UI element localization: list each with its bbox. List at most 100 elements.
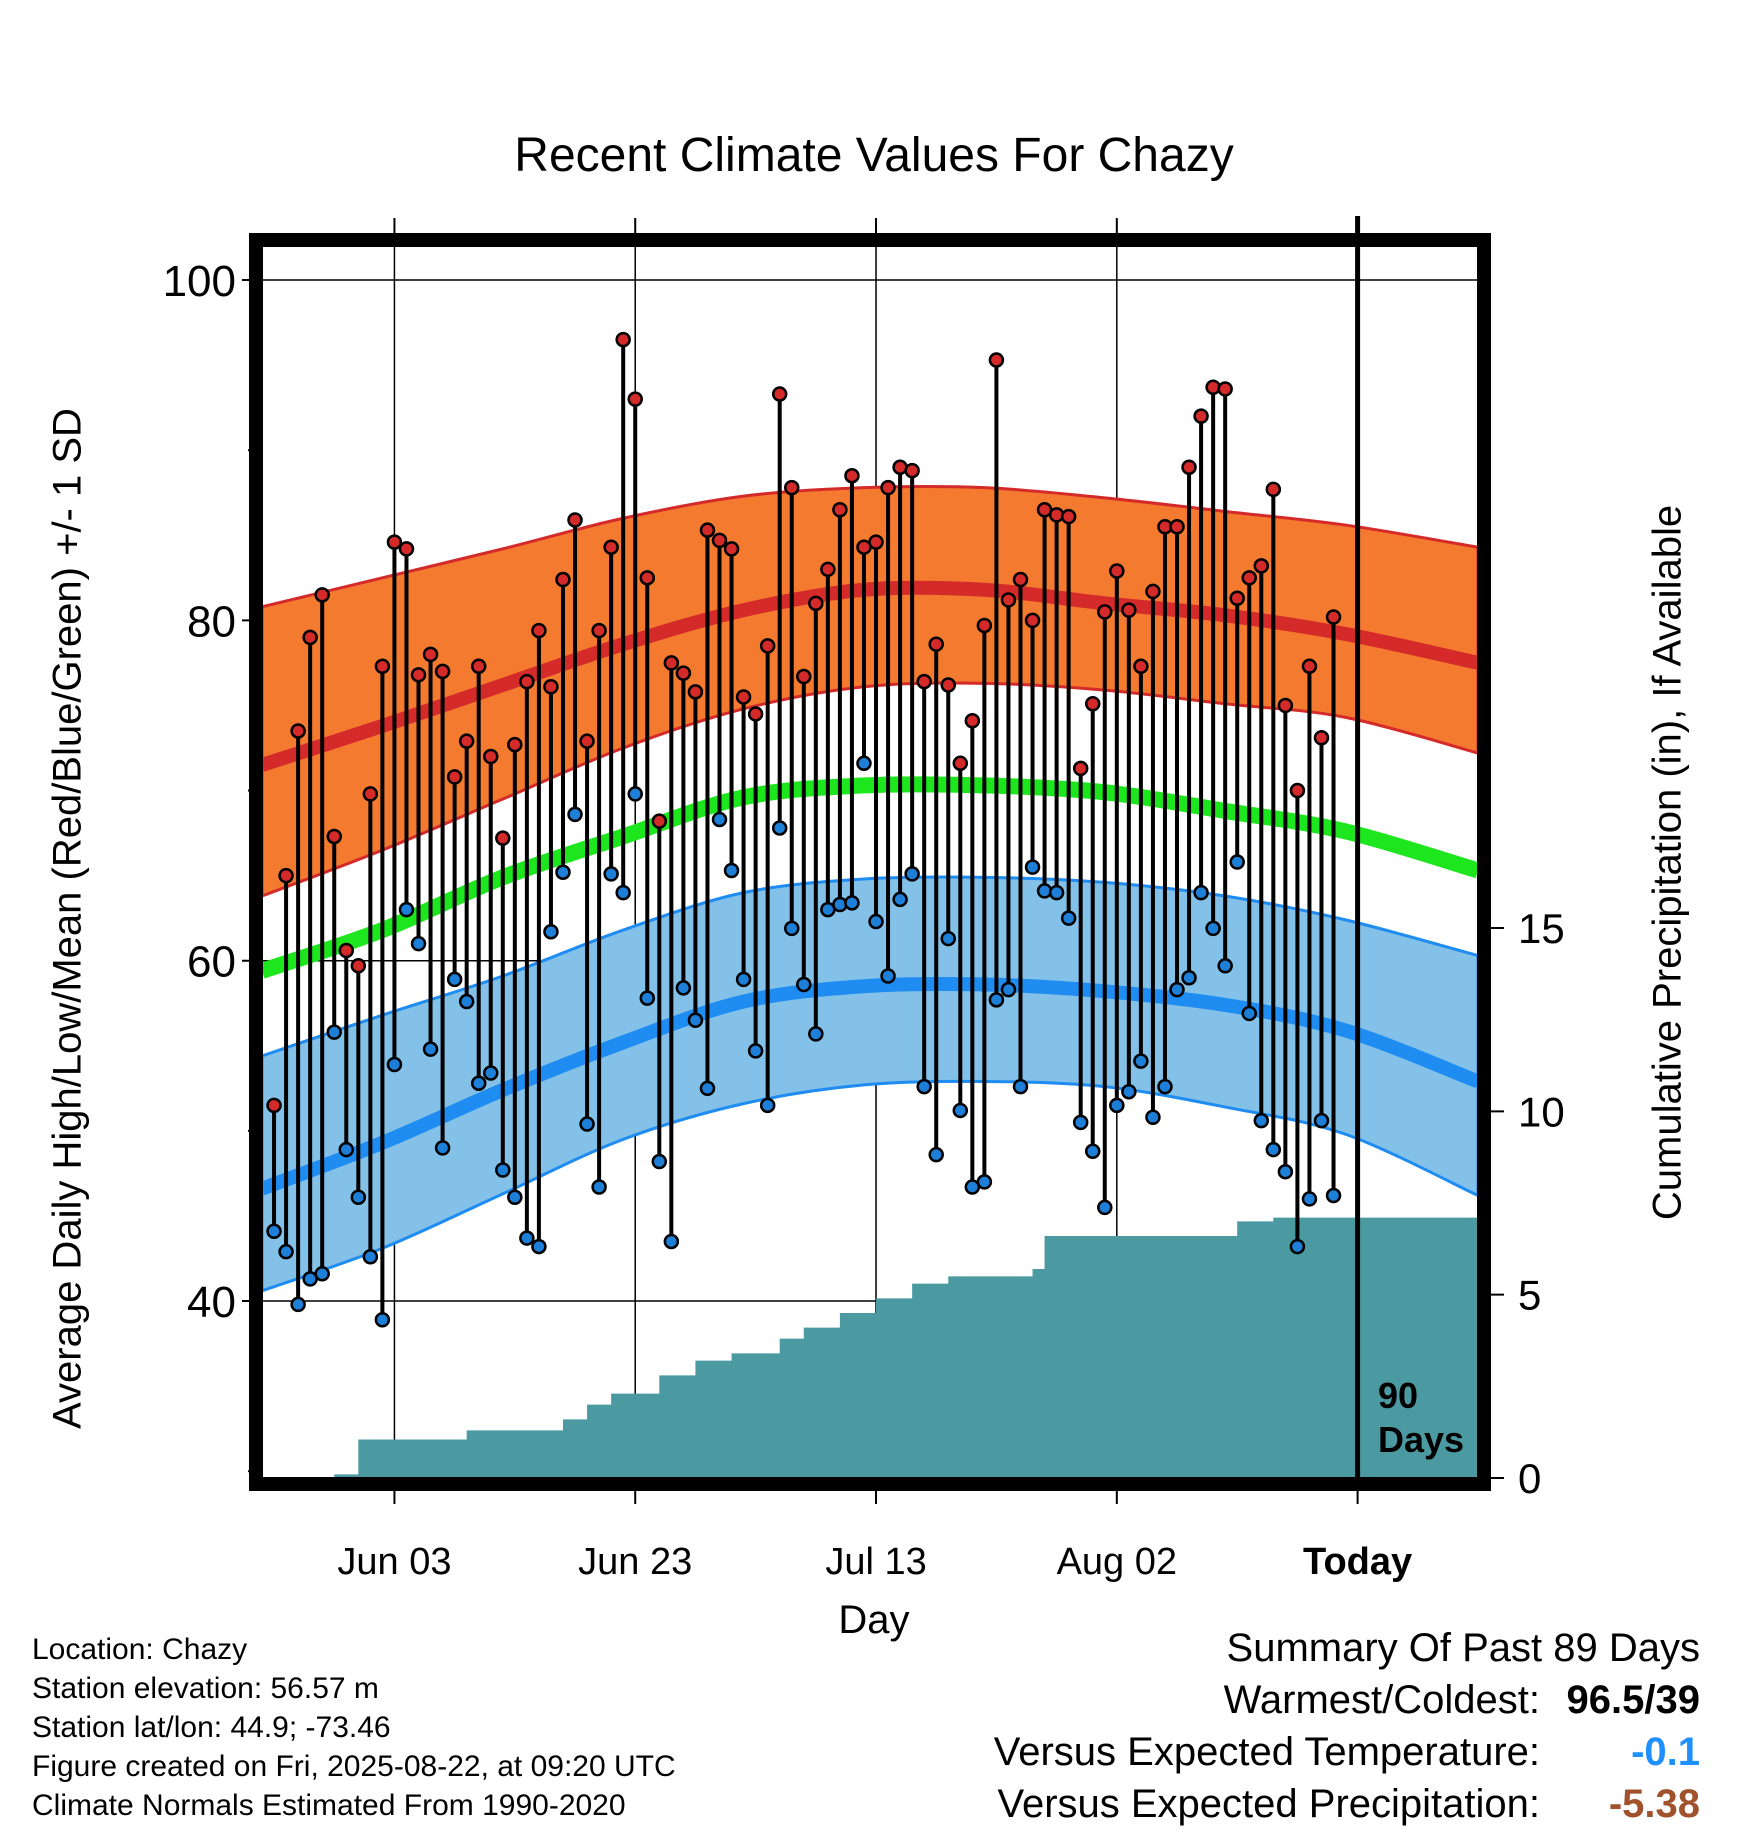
daily-low-point [1181, 969, 1197, 986]
daily-low-point [483, 1065, 499, 1081]
daily-high-point [796, 668, 812, 685]
daily-low-point [687, 1012, 704, 1029]
today-marker-label-line2: Days [1378, 1419, 1464, 1460]
daily-low-point [410, 935, 427, 952]
daily-high-point [458, 733, 475, 749]
daily-low-point [1205, 920, 1221, 937]
y-left-tick-label: 40 [187, 1278, 236, 1327]
daily-high-point [1229, 590, 1245, 606]
daily-high-point [1000, 592, 1017, 608]
daily-low-point [988, 992, 1005, 1008]
daily-low-point [928, 1146, 944, 1163]
daily-low-point [350, 1189, 367, 1205]
daily-high-point [410, 667, 427, 683]
daily-high-point [747, 706, 764, 722]
daily-high-point [591, 622, 607, 639]
daily-high-point [1024, 612, 1041, 629]
daily-high-point [398, 541, 415, 557]
x-tick-label: Jul 13 [825, 1541, 926, 1583]
daily-low-point [1060, 910, 1077, 926]
daily-low-point [808, 1026, 824, 1042]
daily-low-point [1313, 1112, 1330, 1129]
daily-low-point [663, 1233, 680, 1250]
daily-low-point [1109, 1097, 1125, 1114]
y-right-tick-label: 0 [1518, 1455, 1541, 1502]
daily-low-point [1289, 1238, 1306, 1255]
daily-low-point [615, 884, 631, 901]
daily-low-point [1012, 1078, 1029, 1095]
info-elevation: Station elevation: 56.57 m [32, 1672, 379, 1705]
daily-high-point [759, 638, 776, 654]
daily-high-point [976, 617, 993, 634]
daily-high-point [507, 736, 523, 753]
daily-low-point [1229, 854, 1245, 870]
daily-high-point [1109, 563, 1125, 579]
daily-high-point [1265, 481, 1282, 498]
daily-low-point [1241, 1005, 1257, 1022]
daily-high-point [1301, 658, 1318, 675]
daily-low-point [1048, 884, 1065, 901]
daily-high-point [832, 502, 848, 518]
daily-low-point [711, 811, 728, 828]
daily-low-point [603, 866, 619, 882]
daily-low-point [422, 1041, 439, 1057]
daily-high-point [639, 570, 656, 586]
daily-high-point [675, 665, 692, 681]
daily-high-point [735, 689, 752, 705]
x-axis-label: Day [838, 1598, 910, 1642]
y-right-tick-label: 10 [1518, 1088, 1565, 1135]
daily-high-point [880, 479, 896, 496]
cumulative-precip-area [262, 1217, 1478, 1478]
daily-high-point [627, 391, 643, 407]
daily-low-point [434, 1140, 451, 1156]
daily-low-point [519, 1230, 535, 1246]
daily-high-point [711, 532, 728, 549]
daily-high-point [386, 534, 403, 550]
daily-low-point [326, 1024, 342, 1040]
info-normals: Climate Normals Estimated From 1990-2020 [32, 1789, 626, 1822]
axis-ticks: Jun 03 Jun 23 Jul 13 Aug 02 Today 40 60 80 100 0 5… [163, 218, 1565, 1583]
daily-high-point [1193, 408, 1209, 424]
daily-high-point [771, 386, 788, 402]
daily-low-point [916, 1078, 932, 1095]
low-normal-line [262, 976, 1478, 1196]
daily-high-point [350, 958, 367, 974]
daily-low-point [747, 1043, 764, 1059]
info-created: Figure created on Fri, 2025-08-22, at 09… [32, 1750, 676, 1783]
daily-low-point [495, 1162, 511, 1178]
daily-low-point [1133, 1053, 1149, 1069]
daily-low-point [880, 968, 896, 984]
daily-low-point [735, 971, 752, 988]
daily-high-point [374, 658, 391, 675]
daily-high-point [434, 663, 451, 680]
daily-low-point [904, 866, 920, 882]
warmest-coldest-label: Warmest/Coldest: [1223, 1678, 1540, 1722]
summary-heading: Summary Of Past 89 Days [1226, 1626, 1700, 1670]
daily-high-point [1121, 602, 1137, 618]
daily-low-point [627, 786, 643, 802]
daily-low-point [771, 820, 788, 836]
daily-high-point [1145, 583, 1161, 600]
daily-low-point [1097, 1199, 1113, 1216]
daily-high-point [326, 828, 342, 845]
daily-high-point [1241, 570, 1257, 586]
x-tick-label: Aug 02 [1057, 1541, 1177, 1583]
daily-low-point [507, 1189, 523, 1205]
daily-high-point [1060, 508, 1077, 525]
temp-anomaly-value: -0.1 [1631, 1730, 1700, 1774]
daily-low-point [362, 1249, 379, 1265]
daily-low-point [531, 1238, 547, 1255]
daily-high-point [940, 677, 957, 693]
daily-low-point [783, 920, 800, 937]
info-latlon: Station lat/lon: 44.9; -73.46 [32, 1711, 391, 1744]
daily-high-point [723, 541, 740, 557]
daily-high-point [422, 646, 439, 663]
daily-high-point [470, 658, 487, 675]
daily-high-point [483, 748, 499, 765]
daily-high-point [531, 622, 547, 639]
daily-low-point [639, 990, 656, 1006]
y-axis-left-label: Average Daily High/Low/Mean (Red/Blue/Gr… [45, 408, 90, 1429]
daily-high-point [495, 830, 511, 846]
daily-low-point [567, 806, 583, 823]
